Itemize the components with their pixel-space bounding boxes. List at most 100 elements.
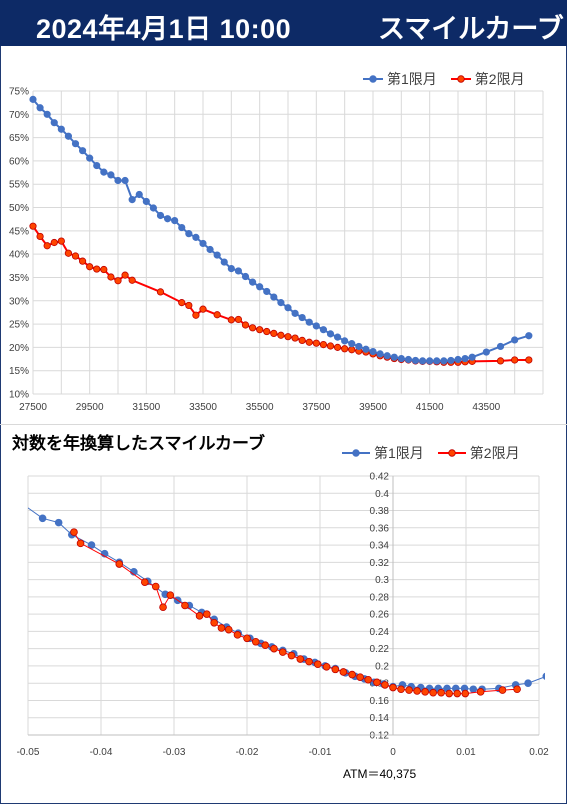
chart1-y-tick-label: 35% <box>9 273 29 284</box>
chart1-point <box>411 356 420 365</box>
chart1-series <box>29 95 533 365</box>
chart2-point <box>389 683 397 692</box>
chart1-legend: 第1限月 第2限月 <box>363 69 539 89</box>
chart2-y-tick-label: 0.4 <box>375 489 389 500</box>
chart1-y-tick-label: 10% <box>9 390 29 401</box>
chart2-y-tick-label: 0.16 <box>370 696 390 707</box>
chart1-y-tick-label: 25% <box>9 320 29 331</box>
chart2-point <box>261 641 270 650</box>
chart2-y-tick-label: 0.42 <box>370 472 390 483</box>
chart1-point <box>256 283 264 291</box>
chart1-point <box>128 276 136 284</box>
chart1-point <box>496 342 505 351</box>
chart1-point <box>128 196 136 204</box>
chart1-point <box>149 204 158 212</box>
chart1-point <box>71 252 80 260</box>
chart2-y-tick-label: 0.22 <box>370 644 390 655</box>
chart1-point <box>192 233 200 241</box>
chart2-point <box>476 688 485 696</box>
chart1-point <box>36 104 44 112</box>
chart2-series-line <box>73 531 518 695</box>
chart1-point <box>121 271 129 279</box>
chart2-y-tick-label: 0.26 <box>370 610 390 621</box>
legend-entry: 第2限月 <box>437 443 520 463</box>
chart1-grid <box>32 90 544 395</box>
chart2-y-tick-label: 0.24 <box>370 627 390 638</box>
legend-swatch <box>437 449 466 457</box>
chart2-point <box>322 662 331 671</box>
chart1-point <box>525 332 533 340</box>
legend-swatch <box>342 449 370 457</box>
chart1-x-tick-label: 35500 <box>246 402 274 413</box>
chart2-point <box>203 610 211 618</box>
chart1-point <box>248 324 257 332</box>
chart1-point <box>426 357 434 365</box>
chart2-point <box>141 578 149 586</box>
header-date: 2024年4月1日 10:00 <box>36 14 292 44</box>
chart1-point <box>256 326 264 334</box>
chart2-point <box>461 689 470 698</box>
chart-divider <box>0 424 567 425</box>
chart1-point <box>36 232 44 241</box>
chart1-point <box>418 357 427 365</box>
legend-entry: 第1限月 <box>342 443 424 463</box>
chart2-x-tick-label: -0.02 <box>236 747 259 758</box>
chart2-point <box>115 560 124 568</box>
chart2-legend: 第1限月 第2限月 <box>342 443 534 463</box>
chart2-point <box>405 686 413 694</box>
chart1-point <box>383 352 391 360</box>
chart1-point <box>93 161 101 170</box>
chart2-point <box>87 541 96 549</box>
chart1-point <box>305 318 313 326</box>
chart1-point <box>107 171 115 179</box>
chart2-point <box>287 651 296 660</box>
chart1-y-tick-label: 45% <box>9 226 29 237</box>
legend-entry: 第1限月 <box>363 69 437 89</box>
chart1-y-tick-label: 70% <box>9 110 29 121</box>
chart1-point <box>355 342 363 351</box>
chart1-point <box>241 272 250 281</box>
chart1-point <box>440 357 448 365</box>
chart2-y-tick-label: 0.2 <box>375 661 389 672</box>
chart2-point <box>296 655 305 663</box>
chart1-point <box>178 223 186 232</box>
chart2-point <box>421 688 429 696</box>
chart1-x-tick-label: 37500 <box>302 402 330 413</box>
chart1-y-tick-label: 55% <box>9 180 29 191</box>
chart2-x-tick-label: 0.01 <box>456 747 476 758</box>
chart1-point <box>298 336 306 344</box>
chart1-point <box>100 168 108 176</box>
chart1-point <box>511 356 519 364</box>
chart1-point <box>163 215 172 223</box>
chart2-point <box>305 657 313 666</box>
chart1-point <box>461 354 469 363</box>
chart1-point <box>192 311 200 319</box>
chart1-point <box>390 353 398 361</box>
chart2-x-tick-label: -0.05 <box>17 747 40 758</box>
chart1-y-tick-label: 65% <box>9 133 29 144</box>
legend-label: 第1限月 <box>387 71 437 87</box>
chart1-point <box>291 334 299 342</box>
chart2-point <box>195 612 204 620</box>
chart2-point <box>166 591 175 599</box>
chart1-y-tick-label: 15% <box>9 366 29 377</box>
chart1-point <box>482 348 490 356</box>
chart2-point <box>314 660 322 669</box>
chart1-point <box>305 338 313 346</box>
chart2-point <box>524 679 532 687</box>
chart2-point <box>397 685 405 694</box>
chart2-point <box>159 603 167 612</box>
legend-label: 第1限月 <box>374 445 424 461</box>
chart1-point <box>291 309 299 317</box>
chart1-point <box>86 154 94 162</box>
chart1-point <box>298 313 306 322</box>
chart1-point <box>326 330 335 338</box>
chart1-point <box>468 353 476 361</box>
chart1-point <box>213 311 221 319</box>
chart1-x-tick-label: 29500 <box>76 402 104 413</box>
legend-label: 第2限月 <box>469 445 520 461</box>
chart2-point <box>373 678 381 687</box>
chart1-point <box>525 356 533 364</box>
chart1-point <box>50 238 58 247</box>
chart1-x-tick-label: 41500 <box>416 402 444 413</box>
